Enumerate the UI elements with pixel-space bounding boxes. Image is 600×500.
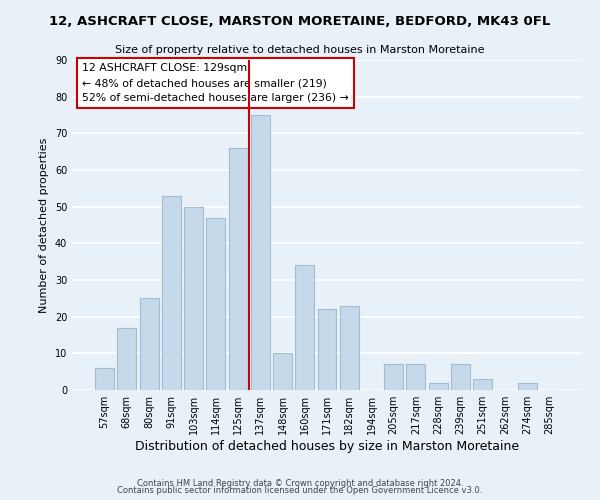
Bar	[406, 364, 425, 390]
Text: Contains public sector information licensed under the Open Government Licence v3: Contains public sector information licen…	[118, 486, 482, 495]
Bar	[295, 266, 314, 390]
Text: 12 ASHCRAFT CLOSE: 129sqm
← 48% of detached houses are smaller (219)
52% of semi: 12 ASHCRAFT CLOSE: 129sqm ← 48% of detac…	[82, 64, 349, 103]
Bar	[95, 368, 114, 390]
Text: Size of property relative to detached houses in Marston Moretaine: Size of property relative to detached ho…	[115, 45, 485, 55]
Bar	[118, 328, 136, 390]
Bar	[340, 306, 359, 390]
Bar	[473, 379, 492, 390]
Bar	[451, 364, 470, 390]
Bar	[251, 115, 270, 390]
Text: Contains HM Land Registry data © Crown copyright and database right 2024.: Contains HM Land Registry data © Crown c…	[137, 478, 463, 488]
Y-axis label: Number of detached properties: Number of detached properties	[39, 138, 49, 312]
Bar	[206, 218, 225, 390]
Bar	[518, 382, 536, 390]
Bar	[140, 298, 158, 390]
Bar	[317, 310, 337, 390]
Bar	[273, 354, 292, 390]
Bar	[384, 364, 403, 390]
X-axis label: Distribution of detached houses by size in Marston Moretaine: Distribution of detached houses by size …	[135, 440, 519, 453]
Text: 12, ASHCRAFT CLOSE, MARSTON MORETAINE, BEDFORD, MK43 0FL: 12, ASHCRAFT CLOSE, MARSTON MORETAINE, B…	[49, 15, 551, 28]
Bar	[162, 196, 181, 390]
Bar	[184, 206, 203, 390]
Bar	[429, 382, 448, 390]
Bar	[229, 148, 248, 390]
